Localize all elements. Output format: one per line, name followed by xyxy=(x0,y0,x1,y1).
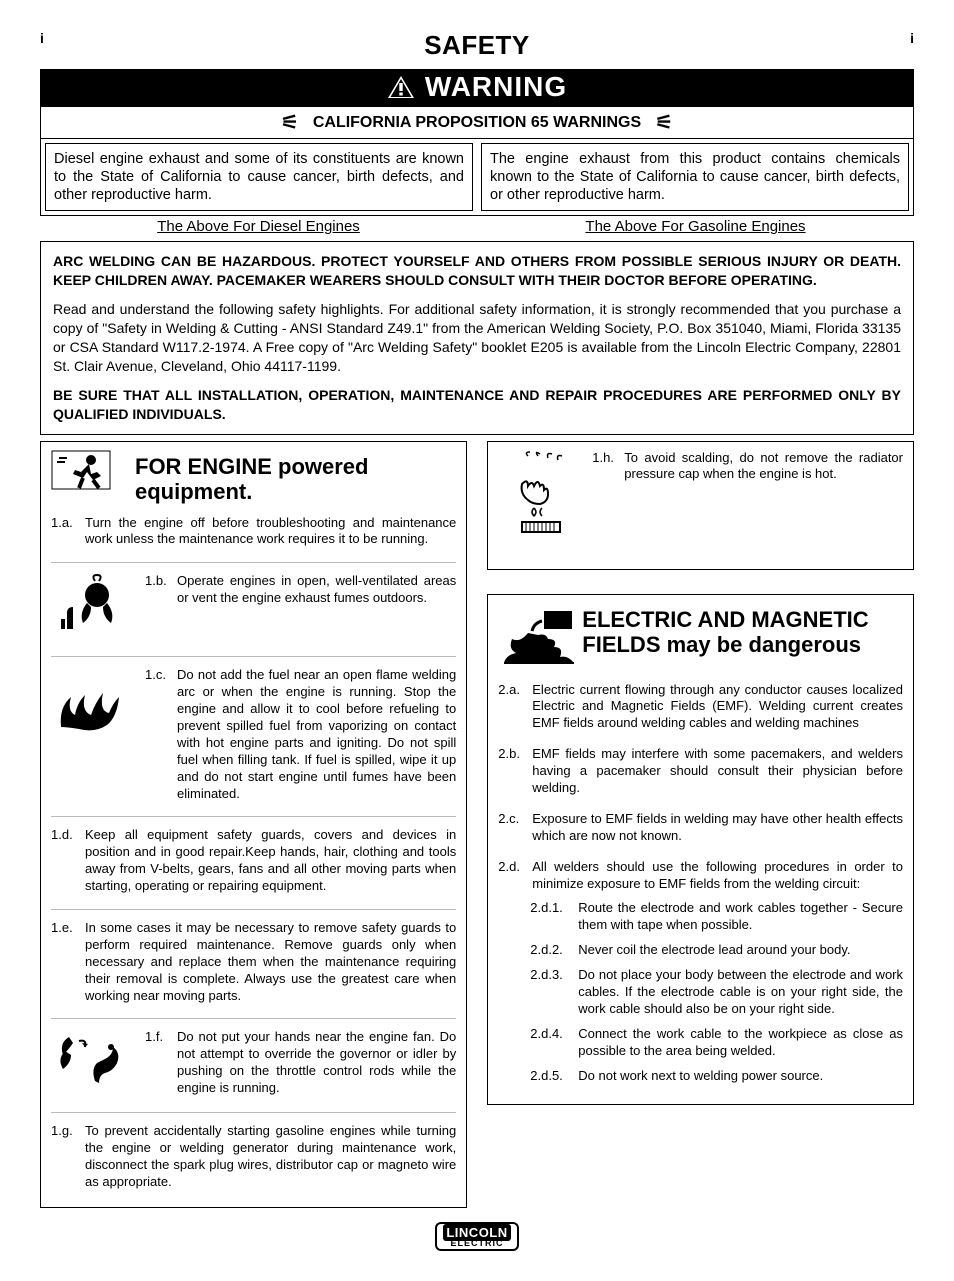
item-1h-row: 1.h. To avoid scalding, do not remove th… xyxy=(498,450,903,543)
running-person-icon xyxy=(51,450,125,505)
right-column: 1.h. To avoid scalding, do not remove th… xyxy=(487,441,914,1208)
item-2d1: 2.d.1. Route the electrode and work cabl… xyxy=(530,900,903,934)
prop65-diesel-label: The Above For Diesel Engines xyxy=(40,218,477,235)
ventilation-icon xyxy=(51,573,135,642)
warning-title: WARNING xyxy=(425,71,567,103)
item-1g: 1.g. To prevent accidentally starting ga… xyxy=(51,1112,456,1191)
lead-bold-1: ARC WELDING CAN BE HAZARDOUS. PROTECT YO… xyxy=(53,252,901,290)
lead-para: Read and understand the following safety… xyxy=(53,300,901,376)
page-number-left: i xyxy=(40,30,44,46)
prop65-boxes: Diesel engine exhaust and some of its co… xyxy=(40,139,914,216)
prop65-gasoline-text: The engine exhaust from this product con… xyxy=(481,143,909,211)
hand-fan-icon xyxy=(51,1029,135,1098)
emf-title: ELECTRIC AND MAGNETIC FIELDS may be dang… xyxy=(582,607,903,658)
item-2d2: 2.d.2. Never coil the electrode lead aro… xyxy=(530,942,903,959)
prop65-title: CALIFORNIA PROPOSITION 65 WARNINGS xyxy=(313,114,641,132)
columns: FOR ENGINE powered equipment. 1.a. Turn … xyxy=(40,441,914,1208)
item-2a: 2.a. Electric current flowing through an… xyxy=(498,682,903,733)
item-1a: 1.a. Turn the engine off before troubles… xyxy=(51,515,456,549)
emf-icon xyxy=(498,603,572,672)
warning-bar: WARNING xyxy=(40,69,914,107)
item-1e: 1.e. In some cases it may be necessary t… xyxy=(51,909,456,1004)
item-1c-row: 1.c. Do not add the fuel near an open fl… xyxy=(51,656,456,802)
item-1b-row: 1.b. Operate engines in open, well-venti… xyxy=(51,562,456,642)
item-2b: 2.b. EMF fields may interfere with some … xyxy=(498,746,903,797)
prop65-header: ⚟ CALIFORNIA PROPOSITION 65 WARNINGS ⚟ xyxy=(40,107,914,139)
engine-title: FOR ENGINE powered equipment. xyxy=(135,454,456,505)
radiator-cap-icon xyxy=(498,450,582,543)
engine-continued-box: 1.h. To avoid scalding, do not remove th… xyxy=(487,441,914,570)
fire-icon xyxy=(51,667,135,740)
prop65-diesel-text: Diesel engine exhaust and some of its co… xyxy=(45,143,473,211)
item-2c: 2.c. Exposure to EMF fields in welding m… xyxy=(498,811,903,845)
engine-header: FOR ENGINE powered equipment. xyxy=(51,450,456,505)
item-2d4: 2.d.4. Connect the work cable to the wor… xyxy=(530,1026,903,1060)
lincoln-logo: LINCOLN ELECTRIC xyxy=(435,1222,518,1251)
item-1f-row: 1.f. Do not put your hands near the engi… xyxy=(51,1018,456,1098)
emf-box: ELECTRIC AND MAGNETIC FIELDS may be dang… xyxy=(487,594,914,1106)
lead-box: ARC WELDING CAN BE HAZARDOUS. PROTECT YO… xyxy=(40,241,914,434)
page-title: SAFETY xyxy=(424,30,530,60)
footer-logo: LINCOLN ELECTRIC xyxy=(40,1222,914,1251)
item-2d5: 2.d.5. Do not work next to welding power… xyxy=(530,1068,903,1085)
prop65-sub-labels: The Above For Diesel Engines The Above F… xyxy=(40,218,914,235)
item-2d3: 2.d.3. Do not place your body between th… xyxy=(530,967,903,1018)
emf-header: ELECTRIC AND MAGNETIC FIELDS may be dang… xyxy=(498,603,903,672)
prop65-gasoline-label: The Above For Gasoline Engines xyxy=(477,218,914,235)
torch-left-icon: ⚟ xyxy=(281,110,299,135)
item-1d: 1.d. Keep all equipment safety guards, c… xyxy=(51,816,456,895)
page-header: i SAFETY i xyxy=(40,30,914,61)
engine-column: FOR ENGINE powered equipment. 1.a. Turn … xyxy=(40,441,467,1208)
page-number-right: i xyxy=(910,30,914,46)
warning-triangle-icon xyxy=(387,75,415,99)
item-2d: 2.d. All welders should use the followin… xyxy=(498,859,903,893)
lead-bold-2: BE SURE THAT ALL INSTALLATION, OPERATION… xyxy=(53,386,901,424)
torch-right-icon: ⚟ xyxy=(655,110,673,135)
